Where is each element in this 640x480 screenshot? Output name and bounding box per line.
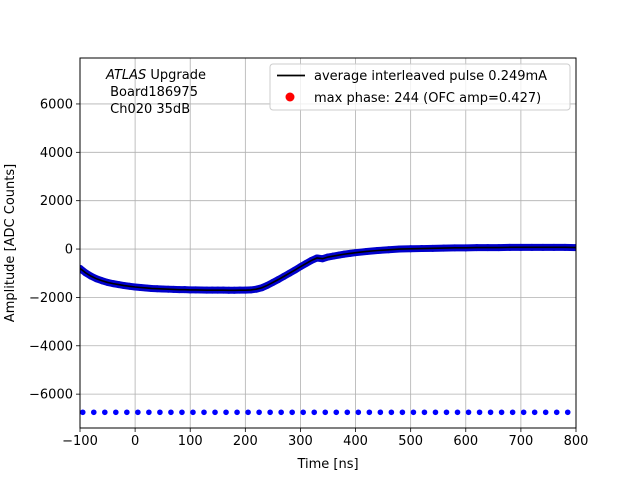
baseline-point [564,409,571,416]
svg-text:ATLAS Upgrade: ATLAS Upgrade [105,68,206,83]
baseline-point [476,409,483,416]
annotation-board: Board186975 [106,85,198,100]
baseline-point [267,409,273,416]
y-tick-label: −2000 [29,291,73,306]
baseline-point [542,409,549,416]
legend: average interleaved pulse 0.249mA max ph… [269,63,571,111]
x-tick-label: 700 [508,434,533,449]
baseline-point [509,409,516,416]
baseline-point [432,409,439,416]
x-tick-label: −100 [62,434,98,449]
legend-box [269,63,571,111]
baseline-point [311,409,318,416]
ticks: −100 0 100 200 300 400 500 600 700 800 −6000 −4000 −… [29,97,588,449]
baseline-point [421,409,428,416]
baseline-point [520,409,527,416]
x-tick-label: 0 [131,434,139,449]
legend-label-average: average interleaved pulse 0.249mA [314,69,547,84]
baseline-point [201,409,207,416]
baseline-point [113,409,119,416]
baseline-point [157,409,163,416]
x-tick-label: 100 [178,434,203,449]
y-tick-label: 2000 [40,194,73,209]
baseline-point [531,409,538,416]
y-tick-label: 4000 [40,146,73,161]
baseline-point [487,409,494,416]
annotation: ATLAS Upgrade Board186975 Ch020 35dB [105,68,206,117]
plot-area [80,58,576,428]
baseline-point [498,409,505,416]
x-tick-label: 400 [343,434,368,449]
x-tick-label: 800 [564,434,589,449]
baseline-point [344,409,351,416]
legend-dot-marker [285,92,295,102]
baseline-point [377,409,384,416]
baseline-point [454,409,461,416]
baseline-point [168,409,174,416]
x-axis-label: Time [ns] [296,457,358,472]
annotation-upgrade: Upgrade [146,68,206,83]
baseline-point [410,409,417,416]
y-tick-label: −6000 [29,388,73,403]
baseline-point [388,409,395,416]
baseline-point [80,409,86,416]
y-tick-label: 6000 [40,97,73,112]
baseline-point [355,409,362,416]
baseline-point [90,409,97,416]
legend-label-max-phase: max phase: 244 (OFC amp=0.427) [314,91,541,106]
baseline-point [256,409,262,416]
average-pulse-line [80,246,576,292]
baseline-point [333,409,340,416]
y-axis-label: Amplitude [ADC Counts] [3,164,18,322]
baseline-point [234,409,240,416]
baseline-point [124,409,130,416]
series-layer [80,243,576,416]
annotation-channel: Ch020 35dB [106,102,190,117]
x-tick-label: 500 [398,434,423,449]
x-tick-label: 600 [453,434,478,449]
baseline-point [553,409,560,416]
baseline-point [322,409,329,416]
x-tick-label: 200 [233,434,258,449]
baseline-point [102,409,108,416]
baseline-point [399,409,406,416]
y-tick-label: 0 [65,243,73,258]
baseline-point [366,409,373,416]
baseline-point [289,409,295,416]
plot-frame [79,57,577,429]
y-tick-label: −4000 [29,339,73,354]
baseline-point [190,409,196,416]
baseline-point [245,409,251,416]
baseline-point [179,409,185,416]
baseline-point [135,409,141,416]
baseline-point [223,409,229,416]
baseline-point [146,409,152,416]
baseline-point [443,409,450,416]
baseline-point [212,409,218,416]
annotation-atlas: ATLAS [105,68,146,83]
baseline-point [278,409,284,416]
baseline-point [465,409,472,416]
baseline-point [300,409,307,416]
x-tick-label: 300 [288,434,313,449]
